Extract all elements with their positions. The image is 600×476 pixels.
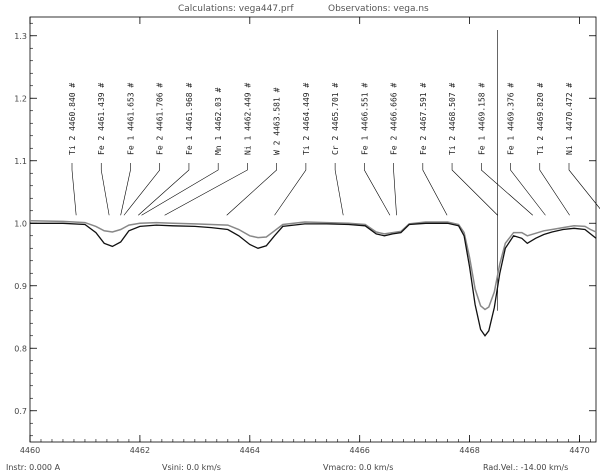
line-id-leader xyxy=(120,163,131,216)
line-id-label: Fe 1 4466.551 # xyxy=(360,83,369,155)
footer-vmacro: Vmacro: 0.0 km/s xyxy=(323,463,393,472)
y-tick-label: 0.8 xyxy=(14,344,27,353)
line-id-leader xyxy=(510,163,546,216)
line-id-label: Ni 1 4462.449 # xyxy=(243,83,252,155)
footer-radvel: Rad.Vel.: -14.00 km/s xyxy=(483,463,568,472)
line-id-leader xyxy=(422,163,448,216)
y-tick-label: 0.9 xyxy=(14,282,27,291)
plot-frame xyxy=(29,16,597,443)
line-id-leader xyxy=(334,163,344,216)
line-id-leader xyxy=(451,163,498,216)
line-id-label: Cr 2 4465.701 # xyxy=(331,83,340,155)
y-axis: 0.7 0.8 0.9 1.0 1.1 1.2 1.3 xyxy=(14,22,596,437)
title-observations: Observations: vega.ns xyxy=(328,4,429,14)
footer-instr: Instr: 0.000 A xyxy=(6,463,61,472)
line-id-label: Mn 1 4462.03 # xyxy=(214,87,223,155)
line-id-label: Fe 1 4461.968 # xyxy=(185,83,194,155)
line-identifications: Ti 2 4460.840 # Fe 2 4461.439 # Fe 1 4461.… xyxy=(68,30,600,311)
line-id-leader xyxy=(480,163,534,216)
line-id-leader xyxy=(100,163,110,216)
calculated-spectrum-line xyxy=(30,222,597,337)
line-id-label: Ti 2 4469.820 # xyxy=(536,83,545,155)
y-tick-label: 1.3 xyxy=(14,32,27,41)
line-id-label: Ni 1 4470.472 # xyxy=(565,83,574,155)
x-axis: 4460 4462 4464 4466 4468 4470 xyxy=(20,17,591,455)
line-id-leader xyxy=(164,163,248,216)
y-tick-label: 1.1 xyxy=(14,157,27,166)
y-tick-label: 1.2 xyxy=(14,94,27,103)
x-tick-label: 4464 xyxy=(240,446,260,455)
line-id-leader xyxy=(539,163,570,216)
line-id-label: Ti 2 4464.449 # xyxy=(302,83,311,155)
line-id-label: Ti 2 4460.840 # xyxy=(68,83,77,155)
footer-vsini: Vsini: 0.0 km/s xyxy=(162,463,221,472)
line-id-label: Fe 1 4469.158 # xyxy=(477,83,486,155)
line-id-label: W 2 4463.581 # xyxy=(273,87,282,155)
line-id-label: Fe 2 4461.706 # xyxy=(156,83,165,155)
line-id-label: Ti 2 4468.507 # xyxy=(448,83,457,155)
x-tick-label: 4462 xyxy=(130,446,150,455)
line-id-leader xyxy=(123,163,161,216)
x-tick-label: 4470 xyxy=(569,446,589,455)
line-id-label: Fe 1 4469.376 # xyxy=(507,83,516,155)
line-id-label: Fe 1 4461.653 # xyxy=(126,83,135,155)
x-tick-label: 4460 xyxy=(20,446,40,455)
line-id-leader xyxy=(138,163,190,216)
line-id-leader xyxy=(364,163,391,216)
line-id-label: Fe 2 4467.591 # xyxy=(419,83,428,155)
x-tick-label: 4468 xyxy=(459,446,479,455)
spectrum-series xyxy=(29,220,597,337)
line-id-leader xyxy=(393,163,397,216)
line-id-leader xyxy=(568,163,600,210)
y-tick-label: 1.0 xyxy=(14,219,27,228)
line-id-leader xyxy=(141,163,219,216)
line-id-leader xyxy=(274,163,307,216)
line-id-label: Fe 2 4466.666 # xyxy=(390,83,399,155)
y-tick-label: 0.7 xyxy=(14,407,27,416)
x-tick-label: 4466 xyxy=(350,446,370,455)
line-id-leader xyxy=(71,163,77,216)
line-id-leader xyxy=(226,163,277,216)
observed-spectrum-line xyxy=(29,220,597,311)
line-id-label: Fe 2 4461.439 # xyxy=(97,83,106,155)
title-calculations: Calculations: vega447.prf xyxy=(178,4,294,14)
